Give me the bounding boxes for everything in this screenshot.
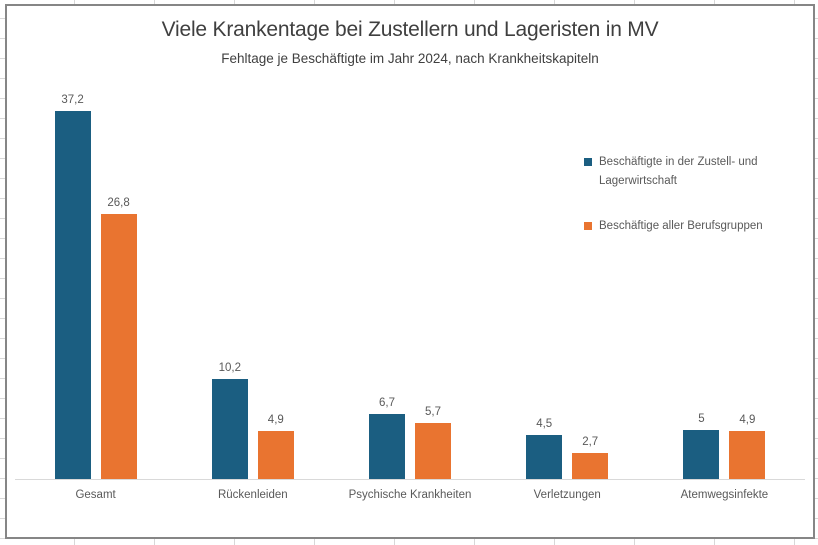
- bar-column: 4,5: [526, 418, 563, 480]
- bar-group: 6,7 5,7 Psychische Krankheiten: [331, 90, 488, 501]
- bar-value-label: 4,9: [739, 414, 756, 426]
- bar-value-label: 6,7: [379, 397, 395, 409]
- bar-column: 4,9: [257, 414, 294, 480]
- bar-value-label: 2,7: [582, 436, 599, 448]
- bar-value-label: 5,7: [425, 406, 441, 418]
- bar-column: 26,8: [100, 197, 137, 480]
- bar-value-label: 37,2: [61, 94, 84, 106]
- plot-area: 37,2 26,8 Gesamt 10,2 4,9 Rückenleiden 6,7 5,7 P…: [17, 90, 803, 501]
- bar-pair: 37,2 26,8: [54, 90, 137, 480]
- bar: [54, 111, 91, 480]
- bar: [729, 431, 766, 480]
- bar-pair: 4,5 2,7: [526, 90, 609, 480]
- category-label: Psychische Krankheiten: [348, 489, 472, 501]
- bar-pair: 10,2 4,9: [211, 90, 294, 480]
- chart-title: Viele Krankentage bei Zustellern und Lag…: [161, 18, 659, 41]
- bar-column: 10,2: [211, 362, 248, 480]
- bar-column: 4,9: [729, 414, 766, 480]
- legend-swatch: [584, 158, 592, 166]
- legend-item: Beschäftige aller Berufsgruppen: [584, 217, 789, 236]
- legend-label: Beschäftige aller Berufsgruppen: [599, 220, 763, 232]
- bar-group: 5 4,9 Atemwegsinfekte: [646, 90, 803, 501]
- bar-column: 6,7: [369, 397, 405, 480]
- bar: [369, 414, 405, 480]
- bar-group: 37,2 26,8 Gesamt: [17, 90, 174, 501]
- chart-container: Viele Krankentage bei Zustellern und Lag…: [5, 4, 815, 539]
- bar: [572, 453, 609, 480]
- bar-value-label: 4,9: [267, 414, 284, 426]
- bar-pair: 6,7 5,7: [369, 90, 451, 480]
- bar-column: 5: [683, 413, 720, 480]
- bar-column: 2,7: [572, 436, 609, 480]
- bar-value-label: 26,8: [107, 197, 130, 209]
- bar-column: 37,2: [54, 94, 91, 480]
- bar-value-label: 10,2: [218, 362, 241, 374]
- legend-swatch: [584, 222, 592, 230]
- category-label: Gesamt: [75, 489, 116, 501]
- bar: [526, 435, 563, 480]
- bar-group: 4,5 2,7 Verletzungen: [489, 90, 646, 501]
- bar: [257, 431, 294, 480]
- bar-column: 5,7: [415, 406, 451, 480]
- x-axis-line: [15, 479, 805, 480]
- chart-subtitle: Fehltage je Beschäftigte im Jahr 2024, n…: [221, 51, 599, 66]
- bar-pair: 5 4,9: [683, 90, 766, 480]
- category-label: Rückenleiden: [217, 489, 288, 501]
- bar: [415, 423, 451, 480]
- category-label: Verletzungen: [533, 489, 601, 501]
- category-label: Atemwegsinfekte: [680, 489, 769, 501]
- bar: [211, 379, 248, 480]
- bar: [100, 214, 137, 480]
- bar: [683, 430, 720, 480]
- legend-item: Beschäftigte in der Zustell- und Lagerwi…: [584, 153, 789, 191]
- bar-value-label: 4,5: [536, 418, 553, 430]
- legend-label: Beschäftigte in der Zustell- und Lagerwi…: [599, 156, 758, 187]
- bar-value-label: 5: [698, 413, 705, 425]
- bar-group: 10,2 4,9 Rückenleiden: [174, 90, 331, 501]
